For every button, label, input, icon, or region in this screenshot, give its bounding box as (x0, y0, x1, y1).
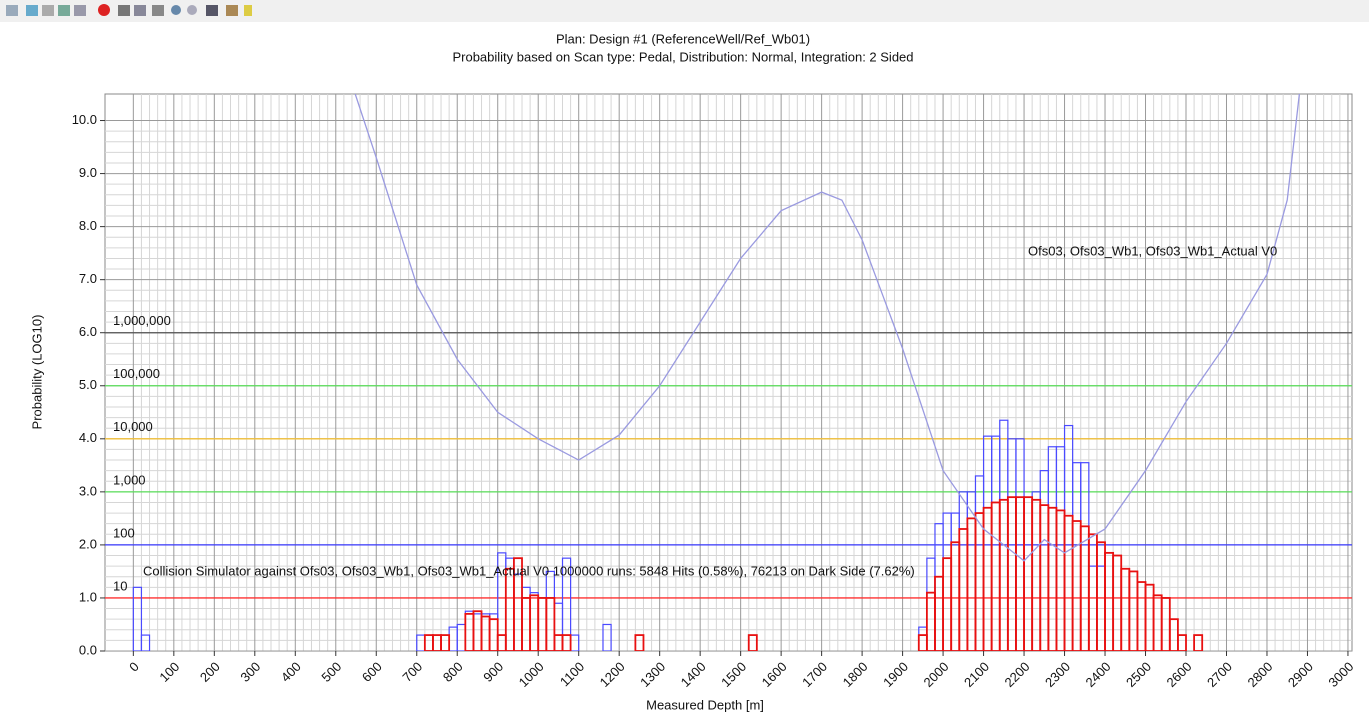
x-tick-label: 100 (156, 659, 182, 685)
tool-icon[interactable] (42, 5, 54, 16)
tool-icon[interactable] (26, 5, 38, 16)
tool-icon[interactable] (134, 5, 146, 16)
x-tick-label: 2200 (1002, 659, 1033, 690)
x-tick-label: 600 (359, 659, 385, 685)
histogram-bar (140, 634, 151, 651)
x-tick-label: 1100 (557, 659, 587, 689)
tool-icon[interactable] (206, 5, 218, 16)
x-tick-label: 900 (480, 659, 506, 685)
x-tick-label: 400 (278, 659, 304, 685)
x-tick-label: 200 (197, 659, 223, 685)
y-tick-label: 2.0 (79, 536, 97, 551)
histogram-bar (1177, 634, 1187, 651)
tool-icon[interactable] (152, 5, 164, 16)
x-axis-label: Measured Depth [m] (646, 697, 764, 712)
tool-icon[interactable] (171, 5, 181, 15)
x-tick-label: 3000 (1325, 659, 1356, 690)
reference-label: 10,000 (113, 419, 153, 434)
toolbar-icons (6, 4, 252, 16)
reference-label: 100 (113, 525, 135, 540)
reference-label: 100,000 (113, 366, 160, 381)
y-tick-label: 5.0 (79, 377, 97, 392)
x-tick-label: 0 (126, 659, 142, 675)
histogram-bar (634, 634, 645, 651)
x-tick-label: 2400 (1083, 659, 1114, 690)
x-tick-label: 2700 (1204, 659, 1235, 690)
tool-icon[interactable] (6, 5, 18, 16)
x-tick-label: 300 (237, 659, 263, 685)
y-tick-label: 10.0 (72, 112, 97, 127)
x-tick-label: 800 (440, 659, 466, 685)
x-tick-label: 1900 (880, 659, 911, 690)
tool-icon[interactable] (58, 5, 70, 16)
reference-label: 1,000 (113, 472, 146, 487)
x-tick-label: 1400 (678, 659, 709, 690)
x-tick-label: 1300 (637, 659, 668, 690)
y-tick-label: 3.0 (79, 483, 97, 498)
tool-icon[interactable] (244, 5, 252, 16)
histogram-bar (561, 557, 572, 651)
y-tick-label: 4.0 (79, 430, 97, 445)
x-tick-label: 1700 (799, 659, 830, 690)
x-tick-label: 2000 (921, 659, 952, 690)
tool-icon[interactable] (74, 5, 86, 16)
x-tick-label: 1200 (597, 659, 628, 690)
chart-subtitle: Probability based on Scan type: Pedal, D… (452, 49, 913, 64)
histogram-bar (545, 597, 556, 651)
x-tick-label: 2600 (1163, 659, 1194, 690)
reference-label: 1,000,000 (113, 313, 171, 328)
toolbar (0, 0, 1369, 22)
y-tick-label: 1.0 (79, 589, 97, 604)
probability-curve (354, 94, 1301, 562)
x-tick-label: 700 (399, 659, 425, 685)
histogram-bar (440, 634, 451, 651)
plot-area (104, 93, 1353, 652)
reference-label: 10 (113, 578, 127, 593)
y-tick-label: 9.0 (79, 165, 97, 180)
y-tick-label: 7.0 (79, 271, 97, 286)
x-tick-label: 2800 (1244, 659, 1275, 690)
x-tick-label: 2300 (1042, 659, 1073, 690)
histogram-bar (1193, 634, 1204, 651)
x-tick-label: 1800 (840, 659, 871, 690)
annotation: Collision Simulator against Ofs03, Ofs03… (143, 563, 915, 578)
histogram-bar (747, 634, 758, 651)
histogram-bar (132, 586, 143, 651)
y-tick-label: 8.0 (79, 218, 97, 233)
histogram-bar (561, 634, 572, 651)
x-tick-label: 2500 (1123, 659, 1154, 690)
tool-icon[interactable] (98, 4, 110, 16)
histogram-bar (602, 623, 612, 651)
y-axis-label: Probability (LOG10) (29, 315, 44, 430)
y-tick-label: 0.0 (79, 642, 97, 657)
x-tick-label: 1500 (718, 659, 749, 690)
plot-layer (105, 94, 1352, 651)
x-tick-label: 1000 (516, 659, 547, 690)
annotation: Ofs03, Ofs03_Wb1, Ofs03_Wb1_Actual V0 (1028, 243, 1277, 258)
tool-icon[interactable] (118, 5, 130, 16)
tool-icon[interactable] (187, 5, 197, 15)
x-tick-label: 2900 (1285, 659, 1316, 690)
x-tick-label: 2100 (961, 659, 992, 690)
y-tick-label: 6.0 (79, 324, 97, 339)
chart-title: Plan: Design #1 (ReferenceWell/Ref_Wb01) (556, 31, 810, 46)
x-tick-label: 1600 (759, 659, 790, 690)
tool-icon[interactable] (226, 5, 238, 16)
x-tick-label: 500 (318, 659, 344, 685)
